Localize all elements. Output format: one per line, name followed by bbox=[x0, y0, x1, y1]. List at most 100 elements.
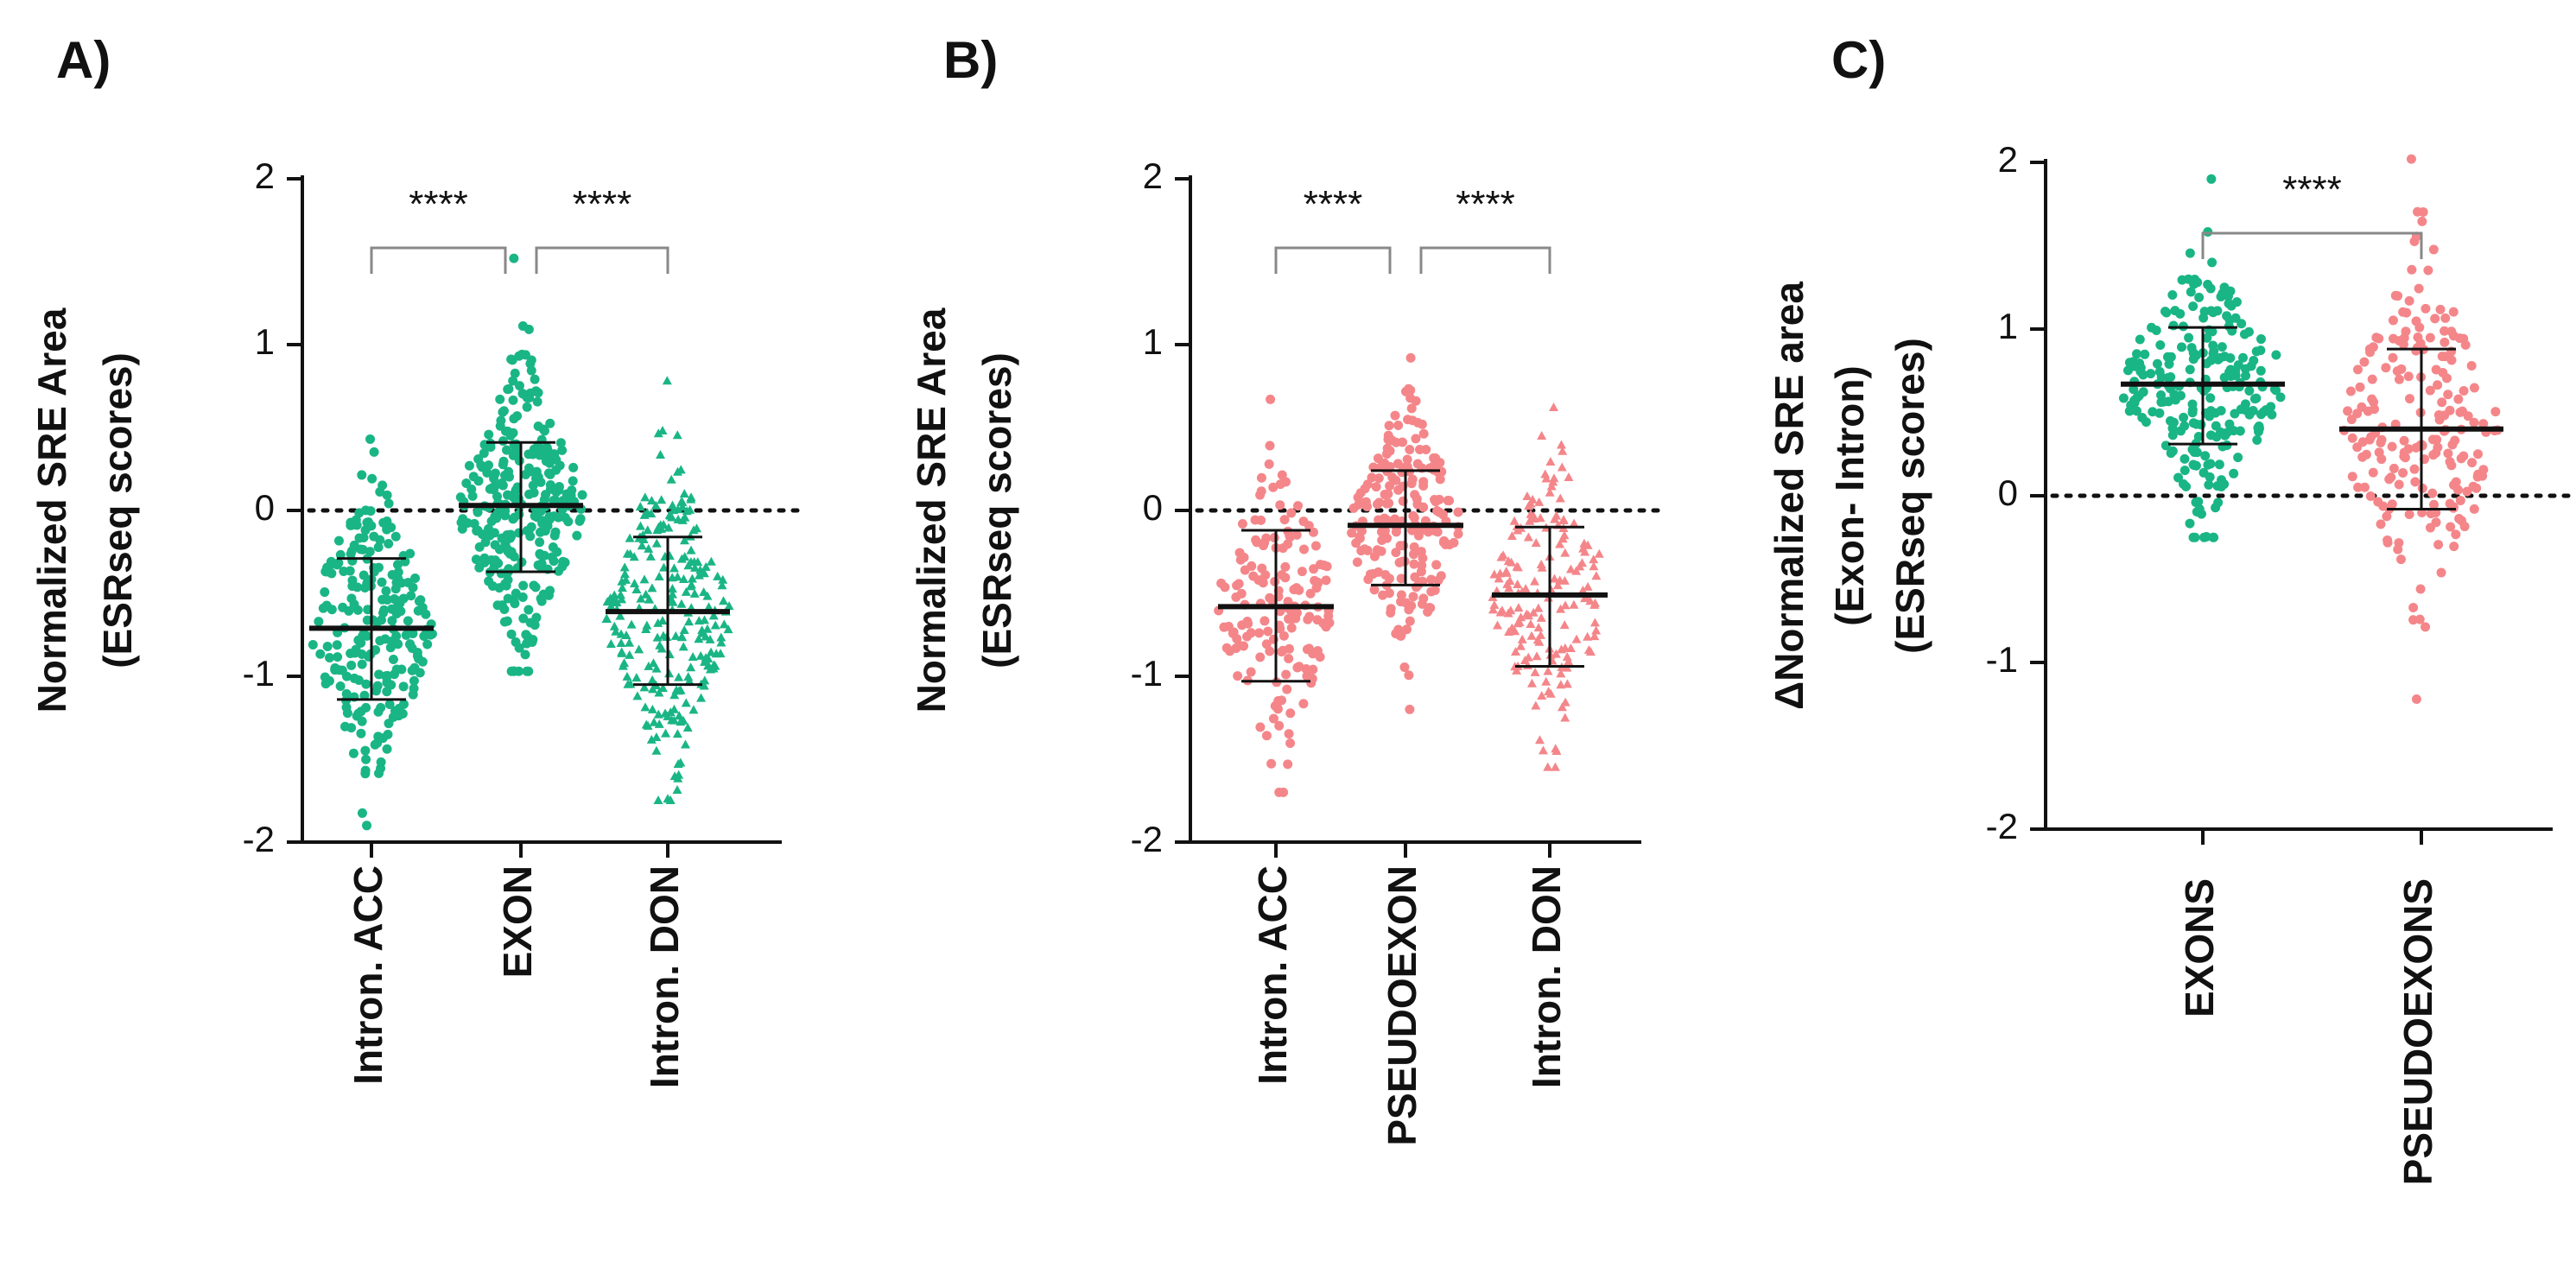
data-point bbox=[1556, 680, 1566, 689]
data-point bbox=[1381, 515, 1392, 525]
data-point bbox=[315, 649, 326, 659]
data-point bbox=[2428, 244, 2439, 255]
data-point bbox=[1277, 470, 1287, 480]
data-point bbox=[497, 478, 507, 488]
data-point bbox=[2386, 472, 2396, 483]
data-point bbox=[549, 530, 560, 541]
data-point bbox=[2205, 393, 2216, 403]
data-point bbox=[635, 502, 645, 511]
data-point bbox=[1283, 596, 1293, 606]
data-point bbox=[716, 637, 726, 647]
data-point bbox=[427, 629, 437, 639]
data-point bbox=[2346, 415, 2357, 425]
category-label: Intron. DON bbox=[642, 865, 687, 1088]
data-point bbox=[1532, 635, 1543, 644]
data-point bbox=[688, 652, 698, 662]
data-point bbox=[2453, 394, 2464, 404]
data-point bbox=[640, 492, 650, 502]
data-point bbox=[682, 722, 693, 732]
data-point bbox=[2471, 483, 2482, 493]
data-point bbox=[2387, 441, 2397, 452]
data-point bbox=[1279, 515, 1290, 525]
data-point bbox=[1528, 607, 1539, 617]
data-point bbox=[669, 771, 680, 781]
data-point bbox=[354, 533, 365, 543]
data-point bbox=[2469, 504, 2479, 514]
data-point bbox=[1286, 623, 1297, 633]
data-point bbox=[489, 473, 499, 484]
data-point bbox=[2445, 457, 2455, 467]
data-point bbox=[2237, 352, 2248, 363]
data-point bbox=[2440, 313, 2451, 323]
data-point bbox=[1493, 620, 1503, 630]
data-point bbox=[387, 616, 397, 626]
group-pseudoexon bbox=[1347, 352, 1463, 714]
data-point bbox=[1304, 611, 1315, 622]
data-point bbox=[1376, 546, 1386, 556]
data-point bbox=[1390, 410, 1400, 421]
data-point bbox=[1591, 625, 1602, 635]
category-label: PSEUDOEXONS bbox=[2395, 878, 2440, 1185]
data-point bbox=[332, 640, 342, 650]
data-point bbox=[1285, 738, 1296, 749]
y-axis-label: (ESRseq scores) bbox=[95, 352, 140, 669]
category-label: Intron. ACC bbox=[1250, 865, 1295, 1085]
data-point bbox=[1545, 487, 1555, 497]
data-point bbox=[320, 587, 330, 598]
data-point bbox=[2355, 382, 2365, 392]
data-point bbox=[2421, 622, 2431, 632]
data-point bbox=[2164, 359, 2174, 370]
data-point bbox=[2428, 450, 2439, 460]
data-point bbox=[651, 732, 662, 741]
data-point bbox=[1260, 570, 1271, 580]
data-point bbox=[645, 551, 656, 561]
data-point bbox=[2200, 451, 2211, 461]
data-point bbox=[2216, 291, 2226, 301]
data-point bbox=[390, 531, 401, 542]
data-point bbox=[1562, 679, 1572, 688]
data-point bbox=[362, 615, 372, 625]
data-point bbox=[664, 669, 675, 678]
data-point bbox=[523, 463, 534, 473]
data-point bbox=[2208, 532, 2218, 542]
data-point bbox=[1240, 565, 1250, 575]
data-point bbox=[2413, 333, 2423, 343]
data-point bbox=[2185, 518, 2195, 529]
data-point bbox=[2216, 481, 2226, 491]
data-point bbox=[717, 580, 727, 590]
category-label: EXONS bbox=[2177, 878, 2222, 1017]
data-point bbox=[1513, 618, 1523, 628]
data-point bbox=[647, 704, 657, 713]
data-point bbox=[683, 672, 694, 681]
data-point bbox=[548, 542, 558, 552]
data-point bbox=[378, 594, 388, 605]
data-point bbox=[644, 661, 654, 670]
data-point bbox=[2208, 348, 2218, 358]
data-point bbox=[1259, 616, 1270, 626]
data-point bbox=[1589, 618, 1600, 627]
data-point bbox=[661, 728, 671, 738]
data-point bbox=[2155, 340, 2166, 351]
data-point bbox=[1506, 605, 1516, 615]
data-point bbox=[391, 664, 402, 675]
data-point bbox=[671, 685, 682, 694]
data-point bbox=[665, 795, 676, 804]
data-point bbox=[2409, 464, 2420, 474]
data-point bbox=[2271, 385, 2281, 396]
data-point bbox=[2118, 393, 2129, 403]
data-point bbox=[626, 619, 637, 629]
data-point bbox=[2162, 352, 2173, 362]
data-point bbox=[509, 666, 519, 676]
data-point bbox=[2376, 438, 2386, 448]
data-point bbox=[2411, 345, 2421, 356]
data-point bbox=[357, 650, 367, 660]
data-point bbox=[669, 563, 679, 573]
panel-a: A) Normalized SRE Area (ESRseq scores) 2 1 0 -… bbox=[29, 31, 802, 1088]
data-point bbox=[706, 647, 716, 656]
data-point bbox=[2478, 419, 2489, 429]
data-point bbox=[1285, 708, 1296, 719]
data-point bbox=[1275, 500, 1285, 510]
data-point bbox=[511, 494, 521, 504]
data-point bbox=[691, 523, 701, 533]
data-point bbox=[689, 562, 700, 572]
